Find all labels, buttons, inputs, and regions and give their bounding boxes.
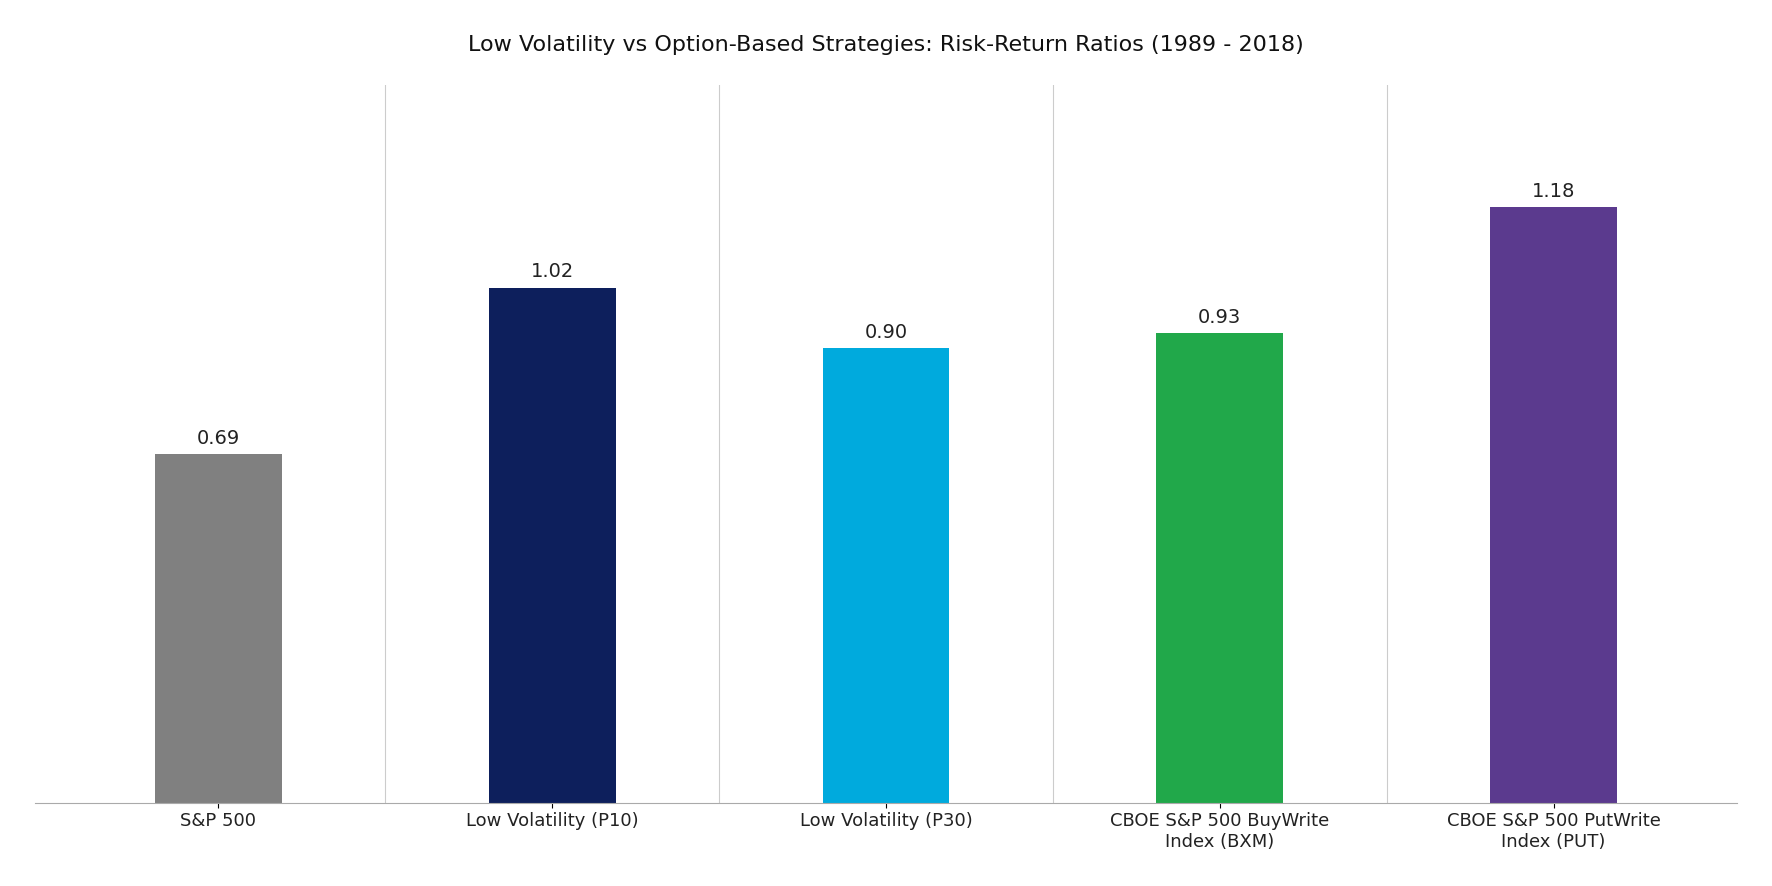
- Bar: [822, 348, 950, 803]
- Title: Low Volatility vs Option-Based Strategies: Risk-Return Ratios (1989 - 2018): Low Volatility vs Option-Based Strategie…: [468, 35, 1304, 55]
- Bar: [1490, 206, 1618, 803]
- Text: 0.69: 0.69: [197, 429, 239, 448]
- Text: 0.93: 0.93: [1198, 308, 1242, 327]
- Bar: [1157, 333, 1283, 803]
- Bar: [489, 287, 615, 803]
- Text: 1.18: 1.18: [1533, 182, 1575, 200]
- Text: 0.90: 0.90: [865, 323, 907, 342]
- Text: 1.02: 1.02: [530, 262, 574, 282]
- Bar: [154, 455, 282, 803]
